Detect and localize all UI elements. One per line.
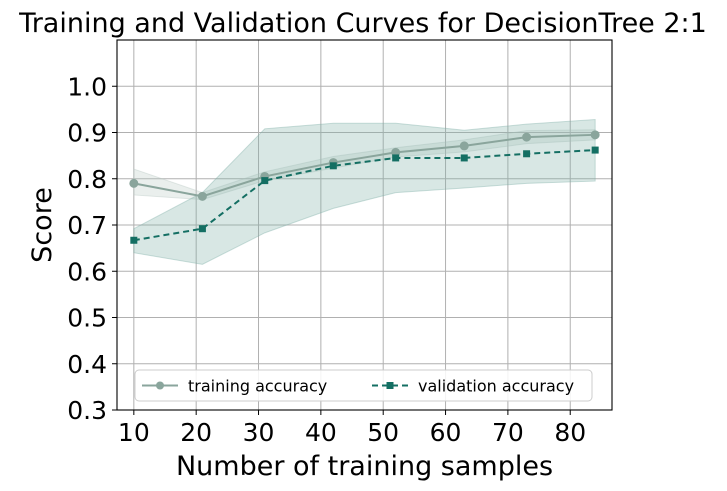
- y-tick-label: 0.6: [67, 257, 107, 286]
- legend-marker: [156, 381, 164, 390]
- x-tick-label: 50: [367, 418, 399, 447]
- data-point: [460, 154, 468, 162]
- data-point: [591, 146, 599, 154]
- y-tick-label: 0.5: [67, 304, 107, 333]
- y-tick-label: 1.0: [67, 72, 107, 101]
- series-line: [133, 133, 596, 198]
- x-axis-title: Number of training samples: [176, 451, 553, 482]
- data-point: [261, 177, 269, 185]
- legend: training accuracy validation accuracy: [134, 369, 593, 402]
- confidence-band: [133, 119, 596, 265]
- series-markers: [129, 130, 600, 244]
- data-point: [129, 178, 139, 188]
- y-axis-title: Score: [27, 187, 58, 263]
- legend-box: [134, 369, 593, 402]
- data-point: [198, 225, 206, 233]
- data-point: [392, 154, 400, 162]
- legend-label: training accuracy: [188, 377, 327, 396]
- series-line: [133, 149, 596, 242]
- x-tick-label: 70: [492, 418, 524, 447]
- legend-marker: [386, 382, 394, 389]
- x-tick-label: 30: [243, 418, 275, 447]
- y-tick-label: 0.7: [67, 211, 107, 240]
- x-axis-ticks: 10 20 30 40 50 60 70 80: [118, 410, 586, 447]
- y-tick-label: 0.4: [67, 350, 107, 379]
- x-tick-label: 60: [430, 418, 462, 447]
- chart-title: Training and Validation Curves for Decis…: [18, 8, 707, 39]
- data-point: [590, 130, 600, 140]
- data-point: [197, 191, 207, 201]
- x-tick-label: 20: [180, 418, 212, 447]
- y-tick-label: 0.8: [67, 165, 107, 194]
- x-tick-label: 10: [118, 418, 150, 447]
- x-tick-label: 40: [305, 418, 337, 447]
- data-point: [130, 236, 138, 244]
- series-lines: [133, 133, 596, 242]
- x-tick-label: 80: [554, 418, 586, 447]
- data-point: [459, 141, 469, 151]
- y-axis-ticks: 0.3 0.4 0.5 0.6 0.7 0.8 0.9 1.0: [67, 72, 117, 425]
- legend-label: validation accuracy: [418, 377, 574, 396]
- data-point: [522, 132, 532, 142]
- y-tick-label: 0.3: [67, 396, 107, 425]
- grid-lines: [117, 40, 612, 411]
- data-point: [523, 150, 531, 158]
- y-tick-label: 0.9: [67, 119, 107, 148]
- data-point: [329, 162, 337, 170]
